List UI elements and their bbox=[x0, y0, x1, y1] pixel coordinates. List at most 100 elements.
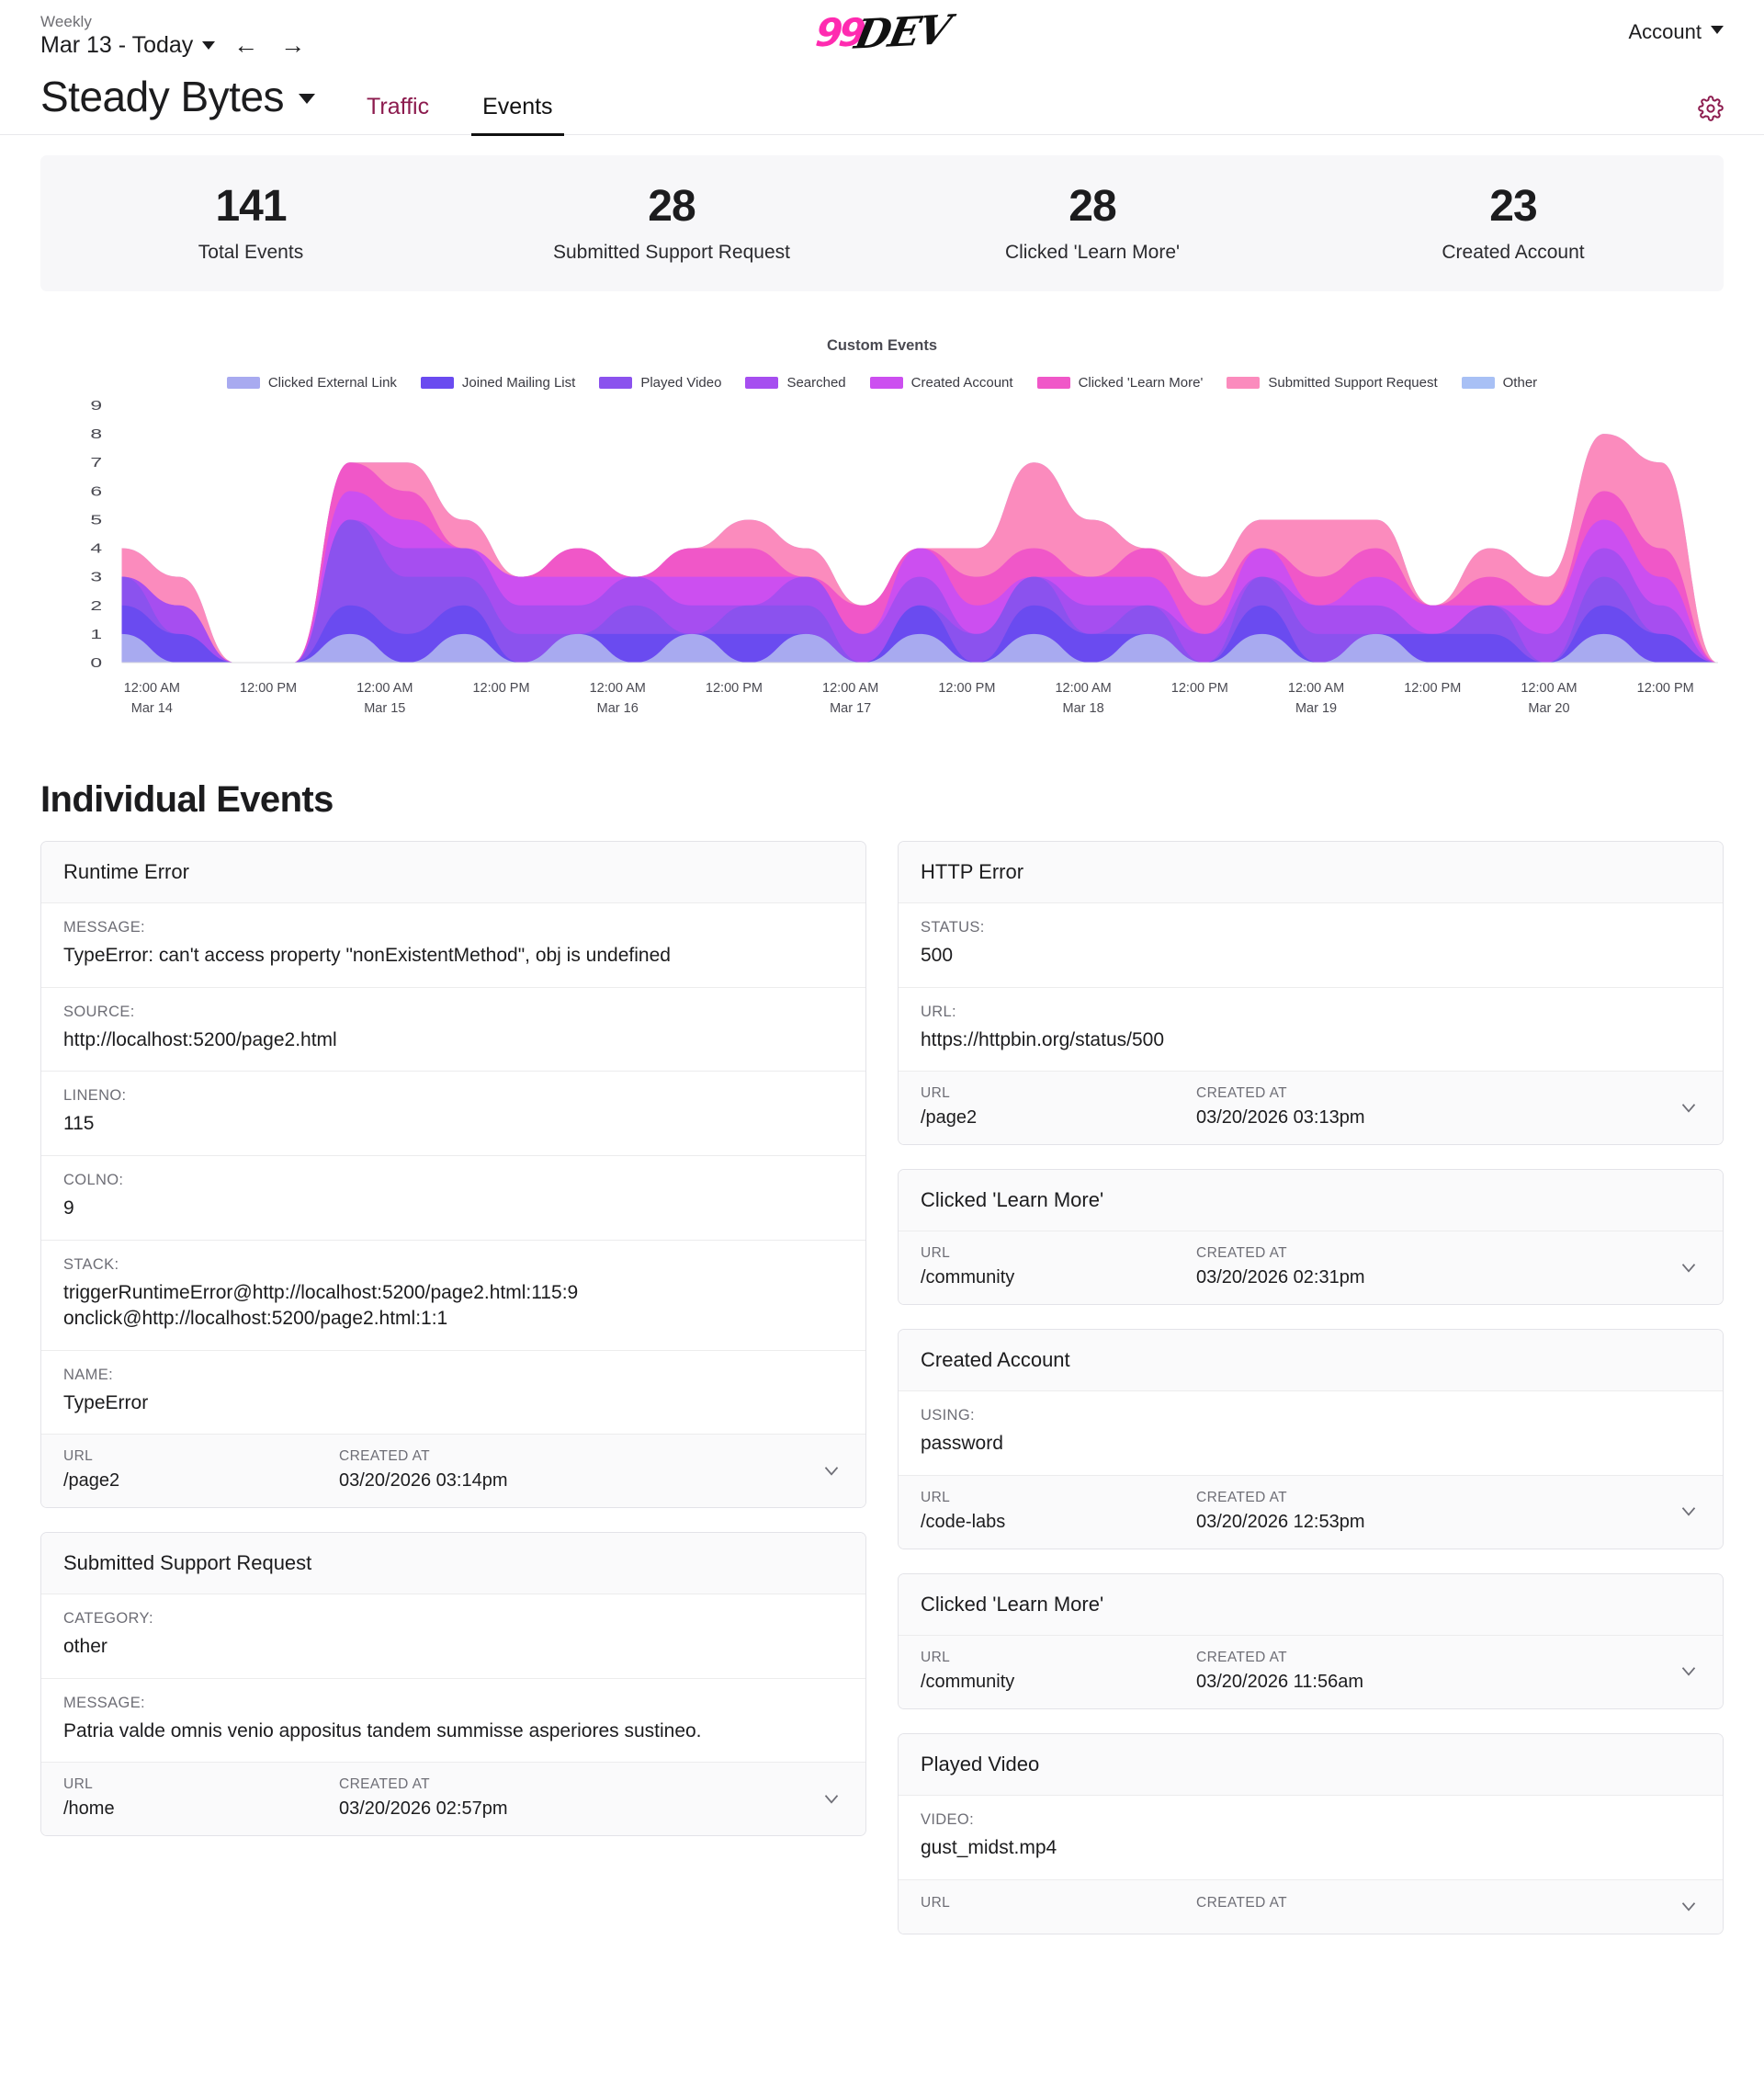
event-field-line: 9 bbox=[63, 1197, 74, 1219]
expand-event-button[interactable] bbox=[820, 1458, 843, 1482]
date-range-kicker: Weekly bbox=[40, 13, 93, 30]
x-axis-tick: 12:00 AM Mar 20 bbox=[1491, 679, 1608, 720]
event-card-title: HTTP Error bbox=[899, 842, 1723, 904]
x-axis-tick: 12:00 PM bbox=[1374, 679, 1491, 720]
legend-item[interactable]: Submitted Support Request bbox=[1227, 375, 1438, 391]
event-field-line: password bbox=[921, 1433, 1003, 1455]
legend-label: Played Video bbox=[640, 374, 722, 391]
event-field: CATEGORY: other bbox=[41, 1594, 865, 1679]
chevron-down-icon bbox=[824, 1794, 839, 1804]
x-tick-time: 12:00 AM bbox=[1287, 680, 1345, 696]
tab-traffic[interactable]: Traffic bbox=[367, 94, 430, 119]
y-axis-tick: 2 bbox=[90, 597, 102, 613]
expand-event-button[interactable] bbox=[1677, 1095, 1701, 1119]
legend-label: Other bbox=[1502, 374, 1538, 391]
event-card[interactable]: HTTP Error STATUS: 500 URL: https://httpbin.… bbox=[898, 841, 1724, 1146]
event-card[interactable]: Played Video VIDEO: gust_midst.mp4 URL CREAT… bbox=[898, 1732, 1724, 1934]
site-selector[interactable]: Steady Bytes bbox=[40, 72, 316, 134]
event-field-key: URL: bbox=[921, 1003, 956, 1020]
expand-event-button[interactable] bbox=[1677, 1499, 1701, 1523]
x-tick-time: 12:00 PM bbox=[1170, 680, 1228, 696]
event-field: VIDEO: gust_midst.mp4 bbox=[899, 1796, 1723, 1880]
event-url-key: URL bbox=[921, 1245, 951, 1262]
event-created-key: CREATED AT bbox=[1196, 1245, 1288, 1262]
event-field: STATUS: 500 bbox=[899, 903, 1723, 988]
event-created-cell: CREATED AT 03/20/2026 03:14pm bbox=[339, 1448, 508, 1492]
event-field: MESSAGE: TypeError: can't access property… bbox=[41, 903, 865, 988]
settings-button[interactable] bbox=[1698, 96, 1724, 134]
x-tick-time: 12:00 AM bbox=[589, 680, 646, 696]
event-card-footer: URL/code-labs CREATED AT 03/20/2026 12:53p… bbox=[899, 1475, 1723, 1548]
y-axis-tick: 9 bbox=[90, 400, 102, 414]
legend-item[interactable]: Other bbox=[1461, 374, 1538, 391]
event-card[interactable]: Runtime Error MESSAGE: TypeError: can't ac… bbox=[40, 841, 866, 1509]
chevron-down-icon bbox=[1681, 1901, 1696, 1912]
expand-event-button[interactable] bbox=[1677, 1659, 1701, 1683]
previous-period-button[interactable]: ← bbox=[230, 33, 262, 58]
event-url-value: /community bbox=[921, 1671, 1015, 1692]
expand-event-button[interactable] bbox=[1677, 1894, 1701, 1918]
event-field-line: gust_midst.mp4 bbox=[921, 1836, 1057, 1858]
date-range-button[interactable]: Mar 13 - Today bbox=[40, 32, 216, 59]
event-card[interactable]: Clicked 'Learn More' URL/community CREATED… bbox=[898, 1572, 1724, 1709]
event-url-value: /home bbox=[63, 1798, 115, 1820]
individual-events-columns: Runtime Error MESSAGE: TypeError: can't ac… bbox=[0, 841, 1764, 1970]
event-created-cell: CREATED AT 03/20/2026 03:13pm bbox=[1196, 1085, 1365, 1129]
event-field-value: TypeError bbox=[63, 1390, 843, 1417]
chart-svg: 0 1 2 3 4 5 6 7 8 9 bbox=[90, 400, 1718, 671]
event-card-footer: URL/home CREATED AT 03/20/2026 02:57pm bbox=[41, 1763, 865, 1836]
event-url-value: /community bbox=[921, 1267, 1015, 1288]
event-created-cell: CREATED AT 03/20/2026 12:53pm bbox=[1196, 1490, 1365, 1533]
event-created-cell: CREATED AT 03/20/2026 11:56am bbox=[1196, 1650, 1363, 1693]
stat-card: 28 Submitted Support Request bbox=[461, 183, 882, 264]
legend-item[interactable]: Created Account bbox=[869, 375, 1013, 391]
x-axis-tick: 12:00 AM Mar 18 bbox=[1025, 679, 1142, 720]
legend-item[interactable]: Searched bbox=[745, 375, 846, 391]
legend-swatch bbox=[1461, 376, 1495, 389]
event-created-key: CREATED AT bbox=[1196, 1894, 1288, 1911]
event-card-footer: URL/community CREATED AT 03/20/2026 02:31p… bbox=[899, 1231, 1723, 1305]
event-field-value: Patria valde omnis venio appositus tande… bbox=[63, 1719, 843, 1745]
event-url-key: URL bbox=[921, 1894, 951, 1911]
event-url-value: /page2 bbox=[921, 1107, 978, 1129]
expand-event-button[interactable] bbox=[1677, 1255, 1701, 1279]
event-url-key: URL bbox=[921, 1489, 951, 1505]
event-field-line: triggerRuntimeError@http://localhost:520… bbox=[63, 1281, 579, 1303]
events-right-column: HTTP Error STATUS: 500 URL: https://httpbin.… bbox=[898, 841, 1724, 1934]
x-axis-tick: 12:00 AM Mar 17 bbox=[792, 679, 909, 720]
next-period-button[interactable]: → bbox=[277, 33, 309, 58]
x-tick-date: Mar 16 bbox=[596, 700, 639, 716]
event-url-cell: URL/page2 bbox=[63, 1448, 339, 1492]
event-card[interactable]: Created Account USING: password URL/code-la… bbox=[898, 1329, 1724, 1549]
expand-event-button[interactable] bbox=[820, 1787, 843, 1810]
legend-item[interactable]: Played Video bbox=[599, 375, 721, 391]
event-url-cell: URL bbox=[921, 1895, 1196, 1917]
event-card[interactable]: Clicked 'Learn More' URL/community CREATED… bbox=[898, 1169, 1724, 1306]
legend-swatch bbox=[869, 376, 903, 389]
event-card[interactable]: Submitted Support Request CATEGORY: other M… bbox=[40, 1532, 866, 1837]
event-field: COLNO: 9 bbox=[41, 1156, 865, 1241]
x-tick-time: 12:00 AM bbox=[356, 680, 413, 696]
gear-icon bbox=[1698, 96, 1724, 121]
x-tick-time: 12:00 PM bbox=[938, 680, 996, 696]
event-url-value: /page2 bbox=[63, 1470, 120, 1492]
event-field-key: COLNO: bbox=[63, 1171, 124, 1188]
event-field: SOURCE: http://localhost:5200/page2.html bbox=[41, 988, 865, 1072]
event-field-line: other bbox=[63, 1636, 107, 1658]
x-tick-time: 12:00 AM bbox=[1521, 680, 1577, 696]
tab-events[interactable]: Events bbox=[471, 94, 564, 136]
account-menu[interactable]: Account bbox=[1629, 0, 1724, 44]
event-field-key: VIDEO: bbox=[921, 1810, 975, 1828]
event-url-cell: URL/page2 bbox=[921, 1085, 1196, 1129]
chevron-down-icon bbox=[1681, 1104, 1696, 1113]
legend-item[interactable]: Clicked External Link bbox=[226, 375, 397, 391]
event-field-value: gust_midst.mp4 bbox=[921, 1835, 1701, 1862]
event-field-value: TypeError: can't access property "nonExi… bbox=[63, 943, 843, 970]
app-logo[interactable]: 99 DEV bbox=[813, 6, 953, 59]
event-created-key: CREATED AT bbox=[1196, 1489, 1288, 1505]
stat-label: Submitted Support Request bbox=[553, 241, 790, 263]
legend-item[interactable]: Clicked 'Learn More' bbox=[1036, 375, 1203, 391]
chart-plot-area: 0 1 2 3 4 5 6 7 8 9 bbox=[40, 400, 1724, 675]
stat-card: 28 Clicked 'Learn More' bbox=[882, 183, 1303, 264]
legend-item[interactable]: Joined Mailing List bbox=[420, 375, 575, 391]
